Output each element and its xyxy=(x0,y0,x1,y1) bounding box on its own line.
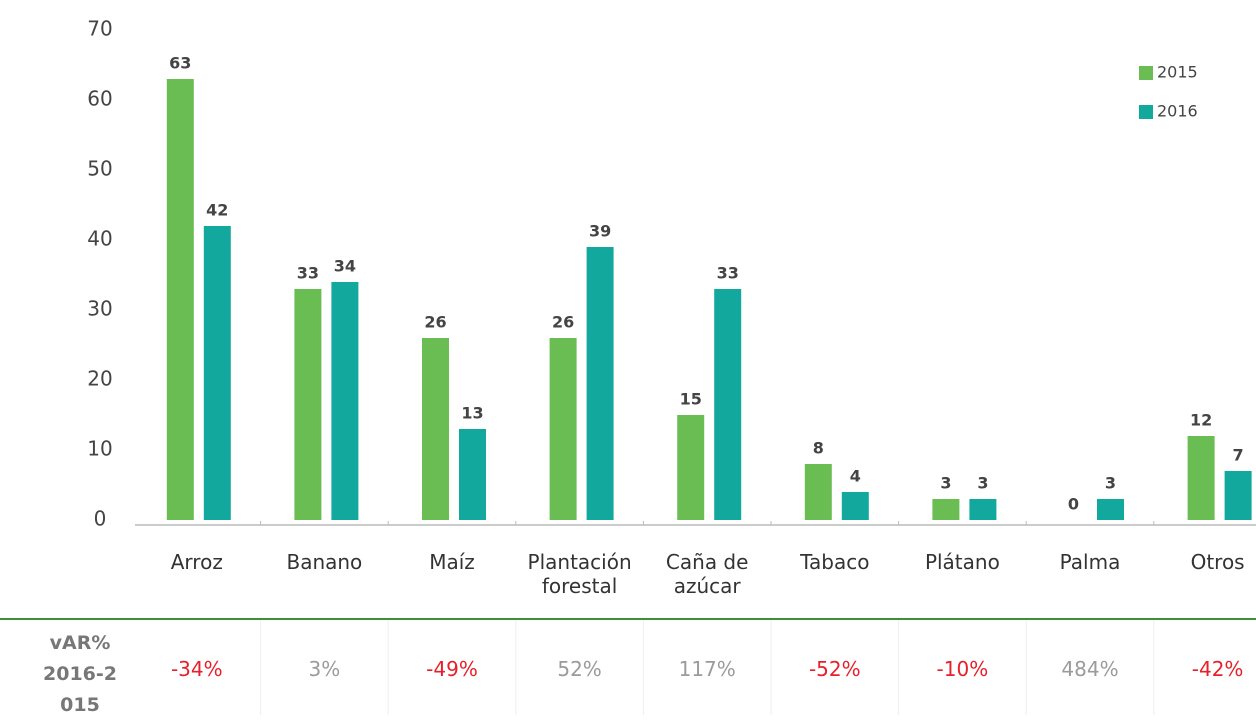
data-label: 3 xyxy=(940,474,951,493)
bar xyxy=(294,289,322,520)
legend-swatch xyxy=(1139,66,1153,80)
y-tick-label: 10 xyxy=(87,437,112,461)
bar xyxy=(1187,436,1215,520)
data-label: 3 xyxy=(977,474,988,493)
data-label: 34 xyxy=(334,257,356,276)
x-tick-label: Tabaco xyxy=(800,550,870,574)
data-label: 39 xyxy=(589,222,611,241)
y-tick-label: 60 xyxy=(87,87,112,111)
x-tick-label: Plantación forestal xyxy=(527,550,632,598)
legend-swatch xyxy=(1139,105,1153,119)
bar xyxy=(586,247,614,520)
bar xyxy=(459,429,486,520)
bar xyxy=(677,415,705,520)
data-label: 42 xyxy=(206,201,228,220)
variation-value: -42% xyxy=(1191,657,1244,681)
legend-label: 2015 xyxy=(1157,63,1198,82)
bar xyxy=(203,226,231,520)
variation-value: 484% xyxy=(1061,657,1119,681)
bar xyxy=(1224,471,1252,520)
bar xyxy=(549,338,577,520)
bar xyxy=(1097,499,1124,520)
x-tick-label: Arroz xyxy=(170,550,223,574)
data-label: 15 xyxy=(680,390,702,409)
bar xyxy=(841,492,869,520)
bar xyxy=(331,282,359,520)
x-tick-label: Banano xyxy=(286,550,363,574)
bar xyxy=(804,464,832,520)
variation-value: 117% xyxy=(678,657,736,681)
y-tick-label: 20 xyxy=(87,367,112,391)
variation-value: -52% xyxy=(808,657,861,681)
variation-label: vAR% 2016-2015 xyxy=(43,632,117,716)
x-tick-label: Maíz xyxy=(429,550,475,574)
legend-label: 2016 xyxy=(1157,102,1198,121)
bar xyxy=(166,79,194,520)
variation-value: -10% xyxy=(936,657,989,681)
x-tick-label: Caña de azúcar xyxy=(665,550,749,598)
x-tick-label: Palma xyxy=(1059,550,1121,574)
bar xyxy=(969,499,997,520)
y-tick-label: 50 xyxy=(87,157,112,181)
x-tick-label: Plátano xyxy=(924,550,1000,574)
data-label: 8 xyxy=(813,439,824,458)
variation-value: -34% xyxy=(170,657,223,681)
bar xyxy=(932,499,960,520)
data-label: 0 xyxy=(1068,495,1079,514)
data-label: 13 xyxy=(461,404,483,423)
x-tick-label: Otros xyxy=(1190,550,1245,574)
data-label: 7 xyxy=(1233,446,1244,465)
data-label: 33 xyxy=(297,264,319,283)
data-label: 12 xyxy=(1190,411,1212,430)
y-tick-label: 40 xyxy=(87,227,112,251)
variation-value: 3% xyxy=(308,657,341,681)
data-label: 3 xyxy=(1105,474,1116,493)
data-label: 26 xyxy=(424,313,446,332)
data-label: 33 xyxy=(717,264,739,283)
data-label: 26 xyxy=(552,313,574,332)
y-tick-label: 0 xyxy=(94,507,107,531)
y-tick-label: 70 xyxy=(87,17,112,41)
bar xyxy=(422,338,449,520)
variation-value: 52% xyxy=(557,657,602,681)
y-tick-label: 30 xyxy=(87,297,112,321)
bar xyxy=(714,289,742,520)
data-label: 4 xyxy=(850,467,861,486)
data-label: 63 xyxy=(169,54,191,73)
variation-value: -49% xyxy=(426,657,478,681)
